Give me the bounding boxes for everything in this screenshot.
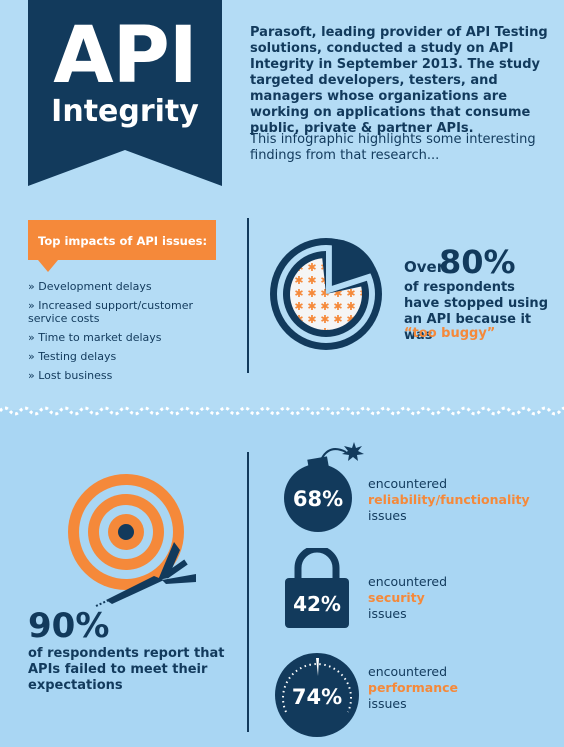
divider-line <box>247 452 249 732</box>
bug-icon: ✱ <box>294 300 303 313</box>
bug-icon: ✱ <box>359 287 368 300</box>
impact-item: » Time to market delays <box>28 331 162 344</box>
stat-80-prefix: Over <box>404 258 445 276</box>
bomb-percent: 68% <box>293 487 343 511</box>
stat-80-value: 80% <box>439 243 516 281</box>
issue-pre: encountered <box>368 664 448 679</box>
bug-icon: ✱ <box>294 287 303 300</box>
bug-icon: ✱ <box>333 287 342 300</box>
issue-post: issues <box>368 606 407 621</box>
speedometer-icon: 74% <box>275 653 359 737</box>
issue-highlight: reliability/functionality <box>368 492 530 507</box>
bug-icon: ✱ <box>320 287 329 300</box>
impacts-list: » Development delays » Increased support… <box>28 280 228 388</box>
bomb-icon: 68% <box>284 442 364 532</box>
issue-item: encountered security issues <box>368 574 553 622</box>
bug-icon: ✱ <box>281 287 290 300</box>
bug-icon: ✱ <box>346 287 355 300</box>
bug-icon: ✱ <box>320 313 329 326</box>
divider-line <box>247 218 249 373</box>
wave-divider <box>0 406 564 416</box>
bug-icon: ✱ <box>294 274 303 287</box>
intro-bold-text: Parasoft, leading provider of API Testin… <box>250 25 548 136</box>
bug-icon: ✱ <box>333 313 342 326</box>
stat-80-text: of respondents have stopped using an API… <box>404 280 548 343</box>
bug-icon: ✱ <box>320 326 329 339</box>
intro-text: This infographic highlights some interes… <box>250 132 536 163</box>
bug-icon: ✱ <box>346 313 355 326</box>
page-title: API <box>53 11 198 101</box>
impact-item: » Testing delays <box>28 350 117 363</box>
bug-icon: ✱ <box>346 300 355 313</box>
bug-icon: ✱ <box>307 287 316 300</box>
target-icon <box>68 474 184 590</box>
impact-item: » Lost business <box>28 369 113 382</box>
issue-item: encountered performance issues <box>368 664 553 712</box>
stat-90-value: 90% <box>28 606 110 646</box>
issue-post: issues <box>368 696 407 711</box>
title-banner <box>28 0 222 186</box>
impacts-title: Top impacts of API issues: <box>38 234 208 248</box>
issue-pre: encountered <box>368 574 448 589</box>
issue-post: issues <box>368 508 407 523</box>
bug-icon: ✱ <box>320 300 329 313</box>
impact-item: » Development delays <box>28 280 152 293</box>
page-subtitle: Integrity <box>51 94 199 129</box>
stat-80-highlight: “too buggy” <box>404 326 496 341</box>
issue-pre: encountered <box>368 476 448 491</box>
padlock-percent: 42% <box>293 592 341 616</box>
issue-highlight: performance <box>368 680 459 695</box>
bug-icon: ✱ <box>307 313 316 326</box>
issue-highlight: security <box>368 590 425 605</box>
bug-icon: ✱ <box>307 300 316 313</box>
pie-bug-icon: ✱✱✱✱✱✱✱✱✱✱✱✱✱✱✱✱✱✱✱✱✱✱✱✱✱✱✱✱✱✱✱✱✱✱✱✱✱✱✱✱… <box>270 238 382 350</box>
issue-item: encountered reliability/functionality is… <box>368 476 553 524</box>
speedometer-percent: 74% <box>292 685 342 709</box>
padlock-icon: 42% <box>285 548 349 628</box>
impact-item: » Increased support/customer service cos… <box>28 299 193 325</box>
bug-icon: ✱ <box>307 261 316 274</box>
dart-icon <box>95 542 196 607</box>
bug-icon: ✱ <box>333 300 342 313</box>
stat-90-text: of respondents report that APIs failed t… <box>28 646 225 693</box>
impacts-header-box <box>28 220 216 272</box>
bug-icon: ✱ <box>307 274 316 287</box>
